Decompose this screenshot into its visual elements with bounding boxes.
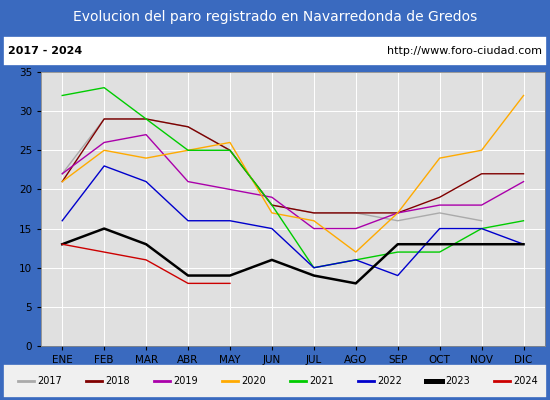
Text: 2024: 2024 (513, 376, 538, 386)
Text: 2019: 2019 (173, 376, 197, 386)
Text: 2022: 2022 (377, 376, 402, 386)
Text: 2017 - 2024: 2017 - 2024 (8, 46, 82, 56)
Text: 2023: 2023 (445, 376, 470, 386)
Text: 2021: 2021 (309, 376, 334, 386)
Text: 2017: 2017 (37, 376, 62, 386)
Text: 2018: 2018 (105, 376, 129, 386)
Text: http://www.foro-ciudad.com: http://www.foro-ciudad.com (387, 46, 542, 56)
Text: 2020: 2020 (241, 376, 266, 386)
Text: Evolucion del paro registrado en Navarredonda de Gredos: Evolucion del paro registrado en Navarre… (73, 10, 477, 24)
